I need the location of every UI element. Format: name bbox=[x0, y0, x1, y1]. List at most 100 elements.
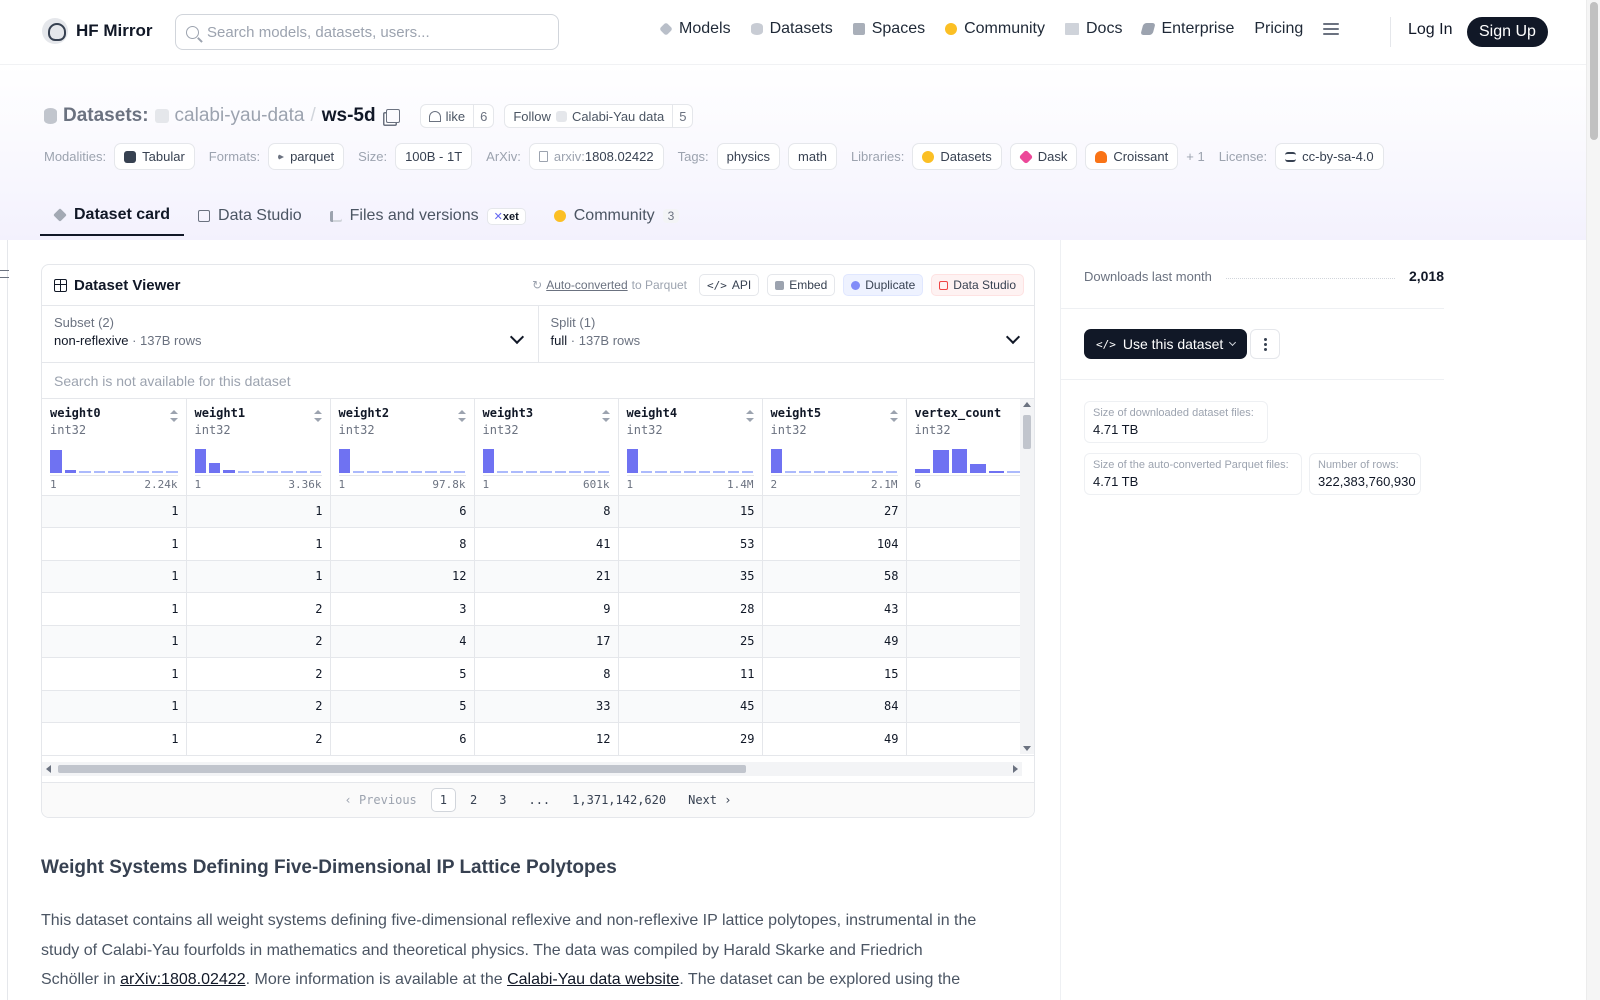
tab-dataset-card[interactable]: Dataset card bbox=[40, 196, 185, 236]
library-datasets[interactable]: Datasets bbox=[912, 143, 1002, 170]
column-range: 1 1.4M bbox=[626, 475, 754, 491]
login-link[interactable]: Log In bbox=[1408, 21, 1453, 38]
table-cell: 25 bbox=[618, 625, 763, 658]
nav-models[interactable]: Models bbox=[659, 20, 731, 38]
tab-files[interactable]: Files and versions ✕xet bbox=[316, 196, 540, 236]
table-cell: 58 bbox=[762, 560, 907, 593]
tag-physics[interactable]: physics bbox=[716, 143, 781, 170]
arxiv-link[interactable]: arXiv:1808.02422 bbox=[120, 971, 246, 988]
tab-data-studio[interactable]: Data Studio bbox=[184, 196, 316, 236]
global-search-input[interactable]: Search models, datasets, users... bbox=[175, 14, 559, 50]
column-header[interactable]: weight2 int32 1 97.8k bbox=[330, 399, 475, 496]
table-row[interactable]: 1 2 5 8 11 15 bbox=[42, 657, 1034, 691]
column-header[interactable]: weight3 int32 1 601k bbox=[474, 399, 619, 496]
histogram-bar bbox=[310, 471, 322, 473]
next-page-button[interactable]: Next › bbox=[688, 793, 732, 807]
scroll-thumb[interactable] bbox=[58, 765, 746, 773]
sort-icon[interactable] bbox=[313, 410, 322, 422]
nav-models-label: Models bbox=[679, 20, 731, 37]
subset-select[interactable]: Subset (2) non-reflexive · 137B rows bbox=[42, 306, 538, 362]
to-parquet-text: to Parquet bbox=[631, 278, 687, 292]
nav-more-menu[interactable] bbox=[1323, 23, 1340, 35]
sort-icon[interactable] bbox=[169, 410, 178, 422]
like-button[interactable]: like 6 bbox=[419, 104, 495, 128]
toc-toggle-icon[interactable] bbox=[0, 270, 9, 278]
page-last[interactable]: 1,371,142,620 bbox=[572, 793, 667, 807]
split-select[interactable]: Split (1) full · 137B rows bbox=[537, 306, 1035, 362]
table-row[interactable]: 1 2 4 17 25 49 bbox=[42, 625, 1034, 658]
brand-logo[interactable]: HF Mirror bbox=[42, 18, 153, 44]
table-row[interactable]: 1 1 6 8 15 27 bbox=[42, 495, 1034, 528]
license-tag[interactable]: cc-by-sa-4.0 bbox=[1275, 143, 1384, 170]
nav-docs[interactable]: Docs bbox=[1065, 20, 1122, 38]
page-scroll-thumb[interactable] bbox=[1590, 2, 1598, 140]
table-cell: 1 bbox=[42, 657, 187, 691]
table-vertical-scrollbar[interactable] bbox=[1020, 399, 1034, 754]
table-row[interactable]: 1 1 12 21 35 58 bbox=[42, 560, 1034, 593]
column-header[interactable]: weight0 int32 1 2.24k bbox=[42, 399, 187, 496]
nav-enterprise[interactable]: Enterprise bbox=[1140, 20, 1234, 38]
use-dataset-button[interactable]: </> Use this dataset bbox=[1084, 329, 1248, 359]
table-cell: 1 bbox=[42, 690, 187, 723]
sort-icon[interactable] bbox=[601, 410, 610, 422]
signup-button[interactable]: Sign Up bbox=[1467, 17, 1548, 47]
embed-button[interactable]: Embed bbox=[767, 274, 836, 296]
data-studio-button[interactable]: Data Studio bbox=[931, 274, 1024, 296]
library-dask[interactable]: Dask bbox=[1009, 143, 1078, 170]
library-croissant[interactable]: Croissant bbox=[1085, 143, 1179, 170]
table-row[interactable]: 1 2 5 33 45 84 bbox=[42, 690, 1034, 723]
follow-button[interactable]: Follow Calabi-Yau data 5 bbox=[504, 104, 694, 128]
arxiv-tag[interactable]: arxiv: 1808.02422 bbox=[528, 143, 664, 170]
scroll-thumb[interactable] bbox=[1023, 415, 1031, 449]
nav-spaces[interactable]: Spaces bbox=[852, 20, 925, 38]
tab-community[interactable]: Community 3 bbox=[540, 196, 694, 236]
sort-icon[interactable] bbox=[457, 410, 466, 422]
auto-converted-link[interactable]: Auto-converted bbox=[546, 278, 628, 292]
scroll-right-icon[interactable] bbox=[1013, 765, 1018, 773]
table-horizontal-scrollbar[interactable] bbox=[42, 762, 1022, 776]
scroll-up-icon[interactable] bbox=[1023, 402, 1031, 407]
more-options-button[interactable] bbox=[1250, 329, 1280, 359]
scroll-down-icon[interactable] bbox=[1023, 746, 1031, 751]
table-row[interactable]: 1 2 6 12 29 49 bbox=[42, 722, 1034, 756]
histogram-bar bbox=[842, 471, 855, 473]
libraries-more[interactable]: + 1 bbox=[1186, 149, 1205, 164]
api-button[interactable]: </> API bbox=[699, 274, 760, 296]
org-link[interactable]: calabi-yau-data bbox=[174, 105, 305, 126]
duplicate-button[interactable]: Duplicate bbox=[843, 274, 924, 296]
sort-icon[interactable] bbox=[745, 410, 754, 422]
like-count: 6 bbox=[473, 105, 493, 127]
scroll-left-icon[interactable] bbox=[46, 765, 51, 773]
sort-icon[interactable] bbox=[889, 410, 898, 422]
previous-page-button[interactable]: ‹ Previous bbox=[344, 793, 417, 807]
nav-pricing[interactable]: Pricing bbox=[1254, 20, 1303, 38]
column-header[interactable]: vertex_count int32 6 bbox=[906, 399, 1034, 496]
format-tag[interactable]: parquet bbox=[268, 143, 345, 170]
table-row[interactable]: 1 2 3 9 28 43 bbox=[42, 592, 1034, 626]
column-header[interactable]: weight5 int32 2 2.1M bbox=[762, 399, 907, 496]
column-max: 2.24k bbox=[144, 478, 178, 491]
tag-math[interactable]: math bbox=[788, 143, 837, 170]
page-1[interactable]: 1 bbox=[430, 788, 457, 812]
viewer-search-input[interactable]: Search is not available for this dataset bbox=[42, 363, 1034, 399]
column-max: 3.36k bbox=[288, 478, 322, 491]
repo-name[interactable]: ws-5d bbox=[321, 105, 376, 126]
page-scrollbar[interactable] bbox=[1586, 0, 1600, 1000]
histogram-bar bbox=[281, 471, 293, 473]
histogram-bar bbox=[338, 449, 350, 473]
modality-tag[interactable]: Tabular bbox=[114, 143, 195, 170]
column-header[interactable]: weight4 int32 1 1.4M bbox=[618, 399, 763, 496]
copy-icon[interactable] bbox=[385, 109, 400, 123]
size-tag[interactable]: 100B - 1T bbox=[395, 143, 473, 170]
column-header[interactable]: weight1 int32 1 3.36k bbox=[186, 399, 331, 496]
table-row[interactable]: 1 1 8 41 53 104 bbox=[42, 527, 1034, 561]
breadcrumb: Datasets: calabi-yau-data / ws-5d like 6… bbox=[44, 104, 694, 128]
calabi-yau-website-link[interactable]: Calabi-Yau data website bbox=[507, 971, 680, 988]
repo-type[interactable]: Datasets: bbox=[63, 105, 149, 126]
histogram-bar bbox=[108, 471, 120, 473]
nav-datasets[interactable]: Datasets bbox=[750, 20, 833, 38]
page-3[interactable]: 3 bbox=[499, 793, 507, 807]
org-avatar-icon bbox=[154, 109, 169, 123]
page-2[interactable]: 2 bbox=[470, 793, 478, 807]
nav-community[interactable]: Community bbox=[945, 20, 1045, 38]
